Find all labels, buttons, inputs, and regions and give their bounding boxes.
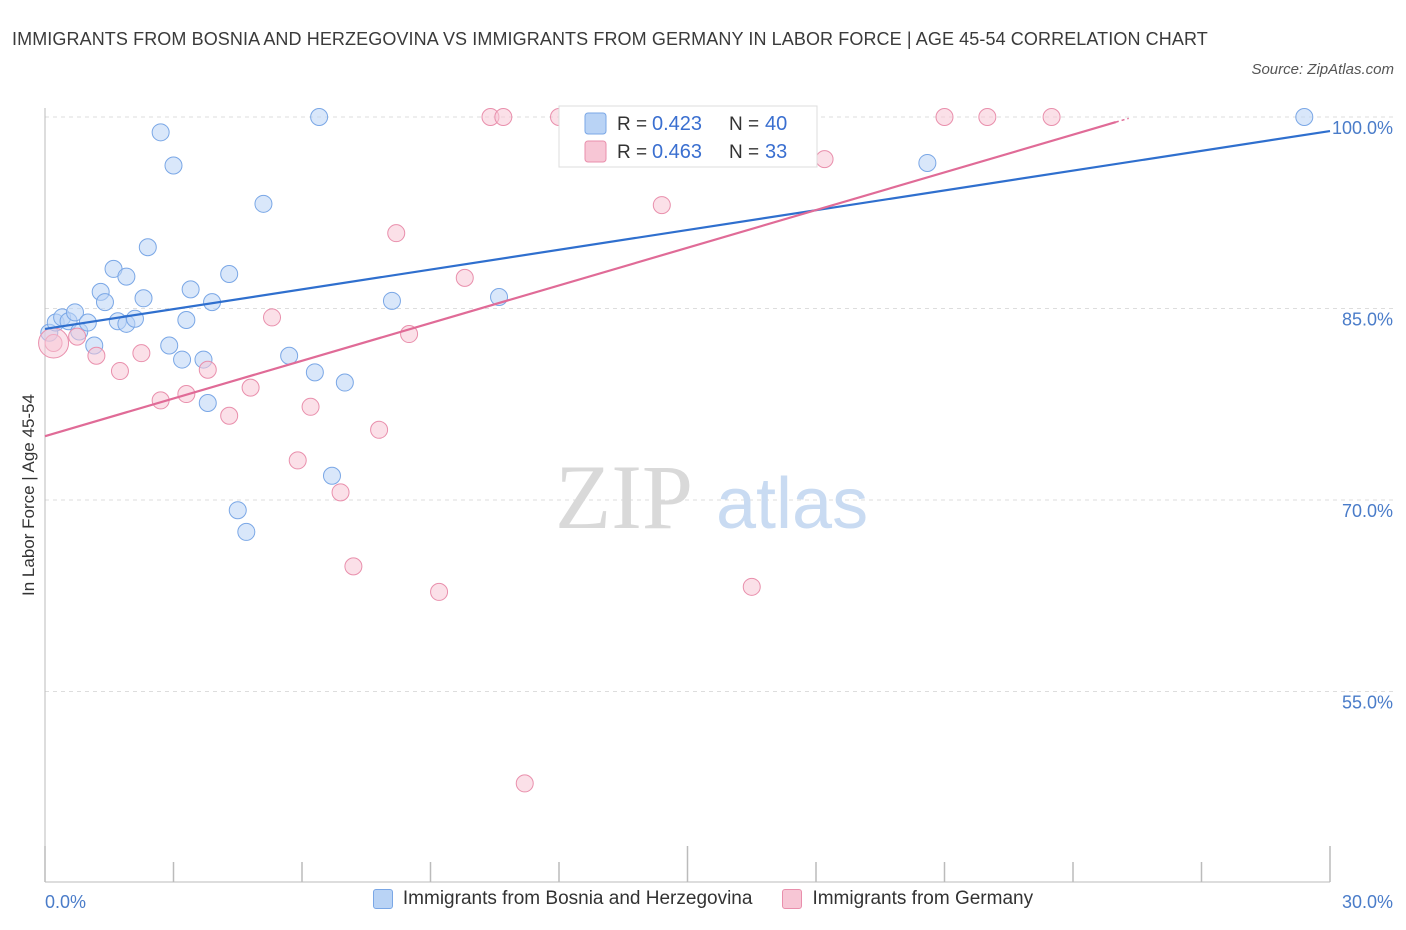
- point-germany: [370, 420, 389, 439]
- point-bosnia: [220, 265, 239, 284]
- y-tick-labels: 100.0% 85.0% 70.0% 55.0%: [1332, 118, 1393, 713]
- legend-label-bosnia: Immigrants from Bosnia and Herzegovina: [402, 888, 753, 909]
- point-germany: [978, 108, 997, 126]
- legend-n-label: N =: [729, 142, 759, 163]
- point-bosnia: [237, 522, 256, 541]
- legend-item-bosnia: Immigrants from Bosnia and Herzegovina: [372, 888, 753, 910]
- point-bosnia: [1295, 108, 1314, 126]
- point-bosnia: [65, 303, 84, 322]
- series-germany: [38, 108, 1061, 793]
- x-tick-label-max: 30.0%: [1342, 892, 1393, 912]
- point-germany: [935, 108, 954, 126]
- trend-line-germany-extension: [1115, 117, 1129, 123]
- point-germany: [430, 582, 449, 601]
- point-bosnia: [310, 108, 329, 126]
- point-germany: [68, 327, 87, 346]
- x-tick-label-min: 0.0%: [45, 892, 86, 912]
- point-germany: [87, 346, 106, 365]
- point-bosnia: [305, 363, 324, 382]
- point-bosnia: [181, 280, 200, 299]
- y-tick-label: 70.0%: [1342, 501, 1393, 521]
- point-germany: [288, 451, 307, 470]
- point-bosnia: [382, 291, 401, 310]
- point-germany: [815, 150, 834, 169]
- legend-r-label: R =: [617, 142, 647, 163]
- point-germany: [132, 344, 151, 363]
- legend-swatch-germany: [584, 140, 607, 163]
- axes: [44, 108, 1331, 883]
- point-germany: [652, 196, 671, 215]
- trend-line-germany: [44, 121, 1117, 438]
- legend-item-germany: Immigrants from Germany: [782, 888, 1033, 910]
- y-tick-label: 100.0%: [1332, 118, 1393, 138]
- y-tick-label: 55.0%: [1342, 693, 1393, 713]
- point-bosnia: [138, 238, 157, 257]
- legend-swatch-germany: [782, 889, 803, 909]
- point-bosnia: [254, 194, 273, 213]
- point-germany: [742, 577, 761, 596]
- watermark-zip: ZIP: [555, 446, 693, 548]
- watermark-atlas: atlas: [716, 464, 868, 544]
- point-germany: [494, 108, 513, 126]
- point-germany: [220, 406, 239, 425]
- legend-swatch-bosnia: [372, 889, 393, 909]
- point-germany: [331, 483, 350, 502]
- point-bosnia: [173, 350, 192, 369]
- point-bosnia: [198, 393, 217, 412]
- legend-r-label: R =: [617, 114, 647, 135]
- legend-box: R = 0.423 N = 40 R = 0.463 N = 33: [558, 105, 818, 168]
- point-bosnia: [117, 267, 136, 286]
- point-germany: [455, 268, 474, 287]
- point-bosnia: [164, 156, 183, 175]
- legend-r-value-germany: 0.463: [652, 141, 702, 163]
- point-germany: [110, 362, 129, 381]
- bottom-legend: Immigrants from Bosnia and Herzegovina I…: [0, 888, 1406, 910]
- y-tick-label: 85.0%: [1342, 310, 1393, 330]
- point-germany: [515, 774, 534, 793]
- trend-lines: [44, 117, 1331, 438]
- trend-line-bosnia: [44, 129, 1331, 331]
- point-bosnia: [335, 373, 354, 392]
- legend-n-label: N =: [729, 114, 759, 135]
- legend-label-germany: Immigrants from Germany: [812, 888, 1034, 909]
- source-note: Source: ZipAtlas.com: [1251, 61, 1394, 78]
- y-axis-label: In Labor Force | Age 45-54: [19, 394, 38, 596]
- point-bosnia: [95, 293, 114, 312]
- point-germany: [241, 378, 260, 397]
- point-bosnia: [134, 289, 153, 308]
- series-bosnia: [40, 108, 1314, 541]
- point-bosnia: [918, 153, 937, 172]
- point-bosnia: [177, 310, 196, 329]
- legend-n-value-bosnia: 40: [765, 113, 787, 135]
- point-germany: [387, 224, 406, 243]
- legend-n-value-germany: 33: [765, 141, 787, 163]
- point-germany: [263, 308, 282, 327]
- legend-swatch-bosnia: [584, 112, 607, 135]
- point-bosnia: [160, 336, 179, 355]
- point-germany: [301, 397, 320, 416]
- legend-r-value-bosnia: 0.423: [652, 113, 702, 135]
- point-germany: [344, 557, 363, 576]
- point-bosnia: [151, 123, 170, 142]
- point-germany: [1042, 108, 1061, 126]
- point-bosnia: [322, 466, 341, 485]
- point-germany: [198, 360, 217, 379]
- point-bosnia: [228, 501, 247, 520]
- gridlines: [45, 116, 1395, 692]
- chart-title: IMMIGRANTS FROM BOSNIA AND HERZEGOVINA V…: [12, 29, 1208, 49]
- point-germany-cluster: [38, 327, 70, 359]
- point-bosnia: [125, 309, 144, 328]
